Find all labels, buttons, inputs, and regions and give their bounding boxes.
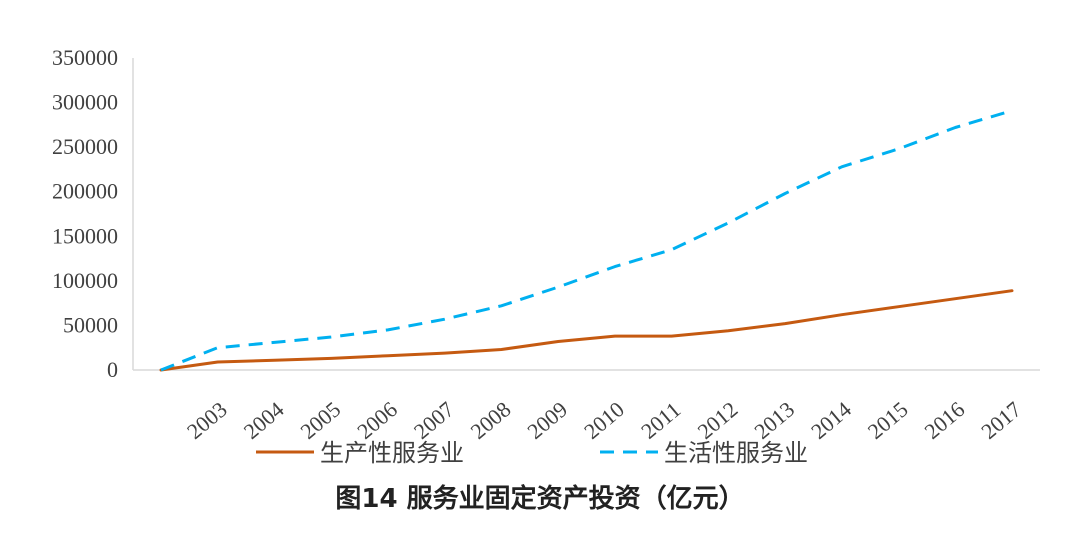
x-tick-label: 2005 [295, 397, 345, 444]
legend: 生产性服务业 生活性服务业 [256, 439, 808, 467]
x-tick-label: 2011 [636, 397, 685, 444]
series-lines [159, 109, 1014, 372]
x-tick-label: 2017 [976, 397, 1026, 444]
x-tick-label: 2007 [409, 397, 459, 444]
series-line-1 [160, 109, 1013, 372]
y-tick-label: 250000 [52, 134, 118, 159]
x-tick-labels: 2003 2004 2005 2006 2007 2008 2009 2010 2011 2012… [182, 397, 1026, 444]
y-tick-label: 350000 [52, 45, 118, 70]
x-tick-label: 2014 [806, 397, 856, 444]
x-tick-label: 2010 [579, 397, 629, 444]
x-tick-label: 2006 [352, 397, 402, 444]
y-tick-label: 300000 [52, 90, 118, 115]
y-tick-label: 100000 [52, 268, 118, 293]
x-tick-label: 2012 [693, 397, 743, 444]
legend-label-0: 生产性服务业 [320, 439, 464, 467]
x-tick-label: 2003 [182, 397, 232, 444]
legend-label-1: 生活性服务业 [664, 439, 808, 467]
y-tick-label: 150000 [52, 223, 118, 248]
series-line-0 [159, 289, 1014, 372]
y-tick-label: 200000 [52, 179, 118, 204]
x-tick-label: 2013 [749, 397, 799, 444]
chart-caption: 图14 服务业固定资产投资（亿元） [335, 484, 745, 514]
x-tick-label: 2009 [522, 397, 572, 444]
x-tick-label: 2016 [920, 397, 970, 444]
x-tick-label: 2008 [466, 397, 516, 444]
y-tick-labels: 0 50000 100000 150000 200000 250000 300000 3500… [52, 45, 118, 382]
x-tick-label: 2015 [863, 397, 913, 444]
y-tick-label: 50000 [63, 312, 118, 337]
y-tick-label: 0 [107, 357, 118, 382]
x-tick-label: 2004 [239, 397, 289, 444]
